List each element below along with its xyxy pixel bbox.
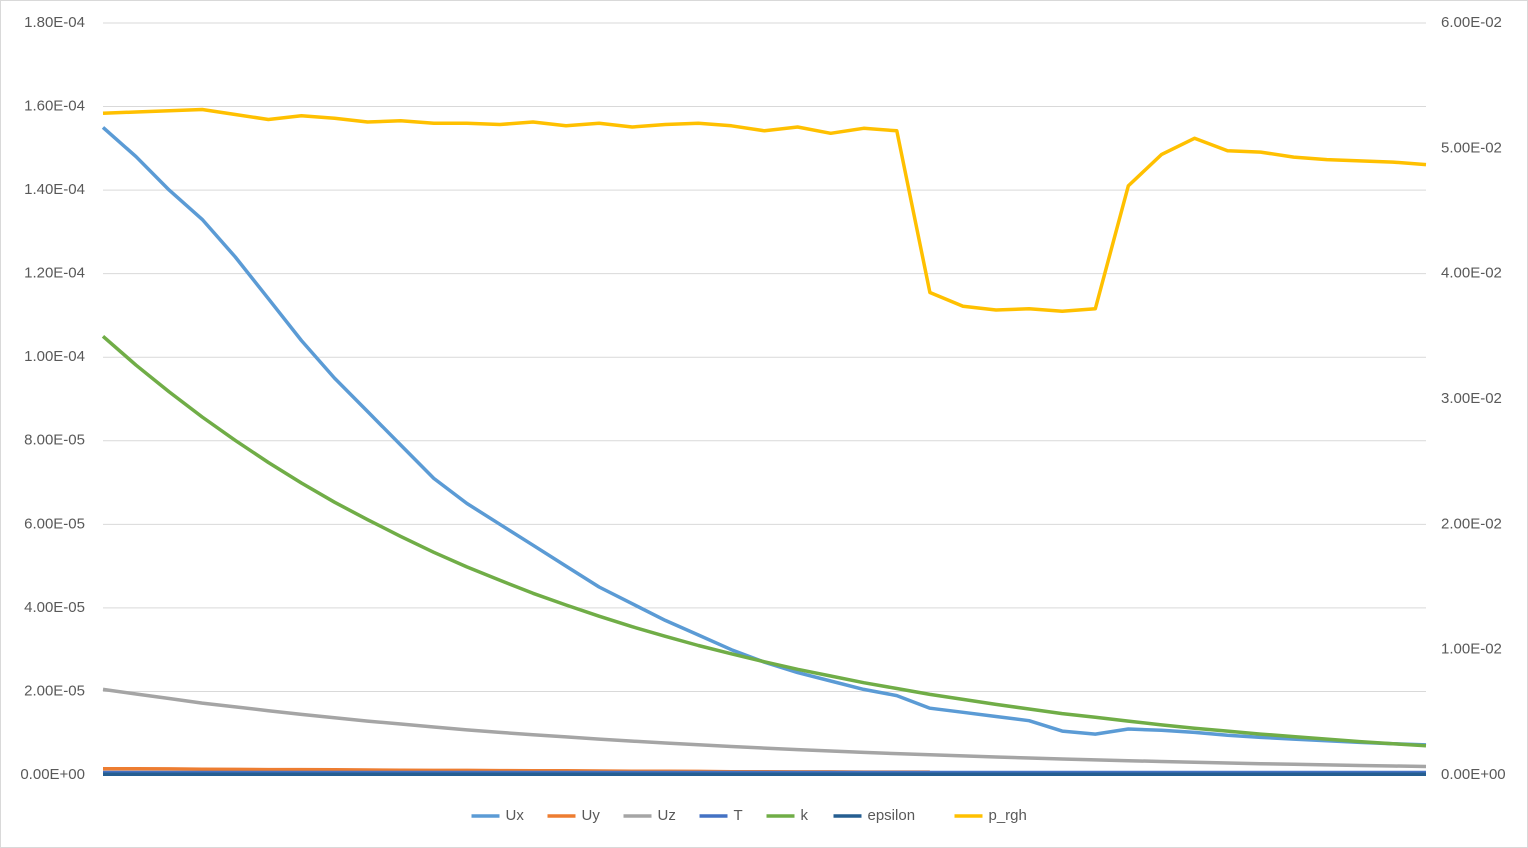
y-tick-label: 1.80E-04: [24, 14, 85, 31]
y2-tick-label: 6.00E-02: [1441, 14, 1502, 31]
legend-label: epsilon: [868, 807, 916, 824]
y2-tick-label: 1.00E-02: [1441, 641, 1502, 658]
y-tick-label: 8.00E-05: [24, 432, 85, 449]
legend-label: T: [734, 807, 743, 824]
y2-tick-label: 4.00E-02: [1441, 265, 1502, 282]
y-tick-label: 1.40E-04: [24, 181, 85, 198]
y-tick-label: 0.00E+00: [20, 766, 85, 783]
y-tick-label: 6.00E-05: [24, 515, 85, 532]
series-line: [102, 107, 1427, 314]
y-tick-label: 2.00E-05: [24, 682, 85, 699]
y2-tick-label: 0.00E+00: [1441, 766, 1506, 783]
y-tick-label: 4.00E-05: [24, 599, 85, 616]
y2-tick-label: 3.00E-02: [1441, 390, 1502, 407]
y-tick-label: 1.00E-04: [24, 348, 85, 365]
series-line: [102, 687, 1427, 769]
legend-label: Uy: [582, 807, 601, 824]
y2-tick-label: 2.00E-02: [1441, 515, 1502, 532]
y-tick-label: 1.20E-04: [24, 265, 85, 282]
series-line: [101, 334, 1427, 748]
plot-lines: [101, 107, 1427, 776]
legend-label: Uz: [658, 807, 676, 824]
y2-tick-label: 5.00E-02: [1441, 139, 1502, 156]
y-tick-label: 1.60E-04: [24, 98, 85, 115]
legend-label: k: [801, 807, 809, 824]
legend-label: Ux: [506, 807, 525, 824]
legend-label: p_rgh: [989, 807, 1027, 824]
